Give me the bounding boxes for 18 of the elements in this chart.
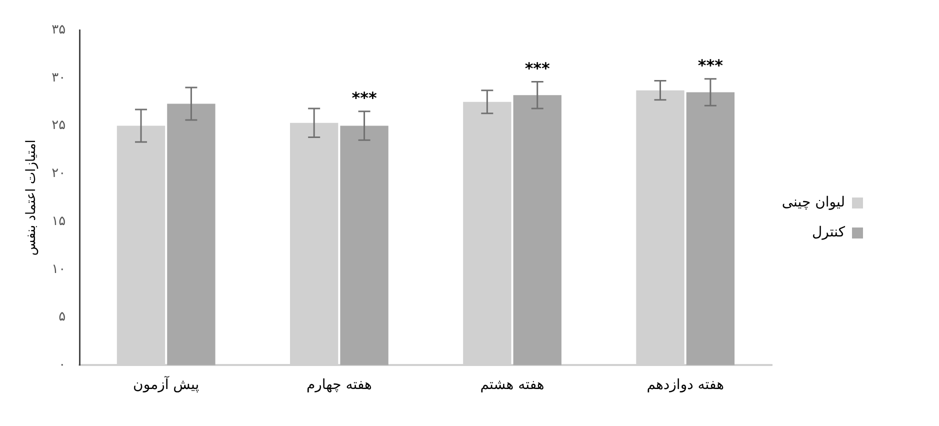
y-tick-label: ۱۵ bbox=[52, 214, 66, 229]
x-tick-label: هفته هشتم bbox=[480, 377, 544, 394]
annotation: *** bbox=[698, 56, 724, 75]
y-tick-label: ۲۵ bbox=[52, 118, 66, 134]
x-tick-label: هفته دوازدهم bbox=[646, 377, 724, 394]
legend-label: کنترل bbox=[812, 224, 846, 241]
x-tick-label: پیش آزمون bbox=[133, 375, 200, 394]
y-tick-label: ۲۰ bbox=[52, 166, 66, 182]
y-tick-label: ۵ bbox=[58, 310, 66, 325]
x-tick-label: هفته چهارم bbox=[306, 377, 372, 394]
y-tick-label: ۱۰ bbox=[52, 262, 66, 277]
y-tick-label: ۳۵ bbox=[52, 22, 66, 38]
y-axis-title: امتیازات اعتماد بنفس bbox=[24, 140, 40, 256]
y-tick-label: ۰ bbox=[58, 358, 66, 373]
y-tick-label: ۳۰ bbox=[52, 70, 66, 86]
annotation: *** bbox=[352, 88, 378, 108]
annotation: *** bbox=[524, 58, 551, 78]
legend-label: لیوان چینی bbox=[782, 194, 845, 211]
